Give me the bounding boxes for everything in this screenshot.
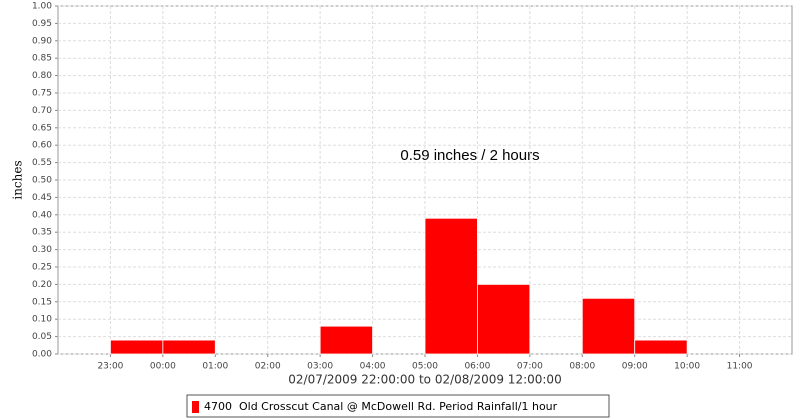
x-tick-label: 03:00	[307, 362, 333, 372]
y-tick-label: 0.20	[32, 280, 52, 290]
y-tick-label: 0.60	[32, 141, 52, 151]
y-tick-label: 0.50	[32, 176, 52, 186]
x-tick-label: 09:00	[622, 362, 648, 372]
legend-entry: 4700 Old Crosscut Canal @ McDowell Rd. P…	[192, 400, 558, 413]
legend	[186, 394, 610, 418]
y-tick-label: 0.55	[32, 158, 52, 168]
bar	[110, 339, 164, 355]
bar	[634, 339, 688, 355]
y-tick-label: 0.90	[32, 36, 52, 46]
bar	[581, 297, 636, 355]
x-tick-label: 01:00	[202, 362, 228, 372]
y-tick-label: 0.10	[32, 315, 52, 325]
annotation: 0.59 inches / 2 hours	[400, 147, 539, 164]
y-axis-label: inches	[11, 160, 25, 199]
x-tick-label: 08:00	[569, 362, 595, 372]
y-tick-label: 0.70	[32, 106, 52, 116]
y-tick-label: 0.95	[32, 19, 52, 29]
bar	[162, 339, 216, 355]
legend-label: 4700 Old Crosscut Canal @ McDowell Rd. P…	[204, 400, 558, 413]
y-tick-label: 0.05	[32, 332, 52, 342]
y-tick-label: 0.45	[32, 193, 52, 203]
y-tick-label: 0.75	[32, 89, 52, 99]
y-tick-label: 0.40	[32, 210, 52, 220]
legend-swatch	[192, 401, 199, 413]
y-tick-label: 0.25	[32, 263, 52, 273]
y-tick-label: 0.65	[32, 123, 52, 133]
x-tick-label: 07:00	[517, 362, 543, 372]
x-tick-label: 02:00	[255, 362, 281, 372]
x-tick-label: 10:00	[674, 362, 700, 372]
x-tick-label: 06:00	[464, 362, 490, 372]
x-tick-label: 23:00	[97, 362, 123, 372]
y-tick-label: 0.00	[32, 350, 52, 360]
bar	[477, 283, 531, 355]
y-tick-label: 0.85	[32, 54, 52, 64]
x-axis-label: 02/07/2009 22:00:00 to 02/08/2009 12:00:…	[288, 373, 561, 387]
y-tick-label: 0.30	[32, 245, 52, 255]
x-tick-label: 11:00	[727, 362, 753, 372]
bar	[424, 217, 478, 355]
x-tick-label: 00:00	[150, 362, 176, 372]
x-tick-label: 05:00	[412, 362, 438, 372]
y-tick-label: 0.15	[32, 297, 52, 307]
x-tick-label: 04:00	[360, 362, 386, 372]
y-tick-label: 0.35	[32, 228, 52, 238]
y-tick-label: 0.80	[32, 71, 52, 81]
y-tick-label: 1.00	[32, 2, 52, 12]
bar	[319, 325, 373, 355]
